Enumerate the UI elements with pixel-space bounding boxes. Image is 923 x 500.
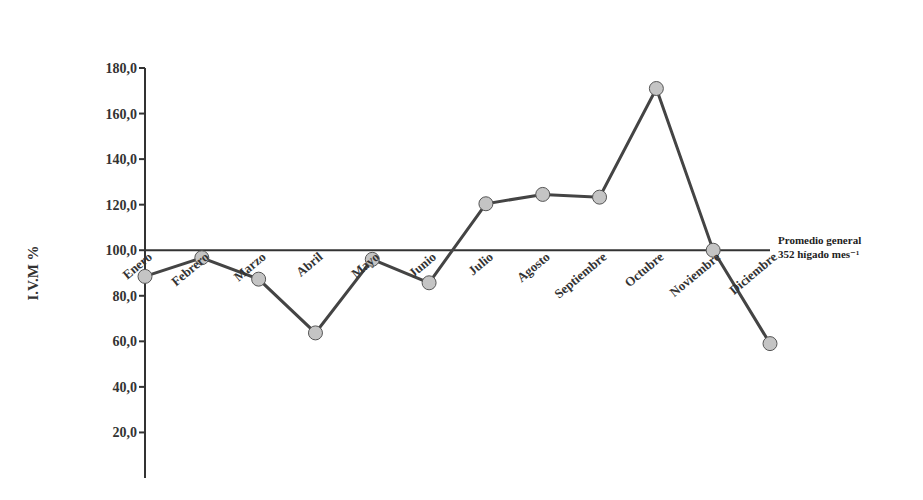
svg-text:160,0: 160,0 <box>106 107 138 122</box>
svg-text:Julio: Julio <box>465 249 496 278</box>
svg-text:Promedio general: Promedio general <box>778 234 861 246</box>
svg-text:Octubre: Octubre <box>621 249 666 290</box>
svg-text:80,0: 80,0 <box>113 289 138 304</box>
svg-text:Septiembre: Septiembre <box>551 249 609 301</box>
svg-text:Febrero: Febrero <box>168 249 212 289</box>
svg-text:Junio: Junio <box>406 249 439 280</box>
svg-text:Noviembre: Noviembre <box>667 249 724 300</box>
svg-text:352 hígado mes⁻¹: 352 hígado mes⁻¹ <box>778 248 859 260</box>
svg-text:Enero: Enero <box>119 249 155 283</box>
svg-text:Marzo: Marzo <box>231 249 269 284</box>
svg-text:120,0: 120,0 <box>106 198 138 213</box>
svg-text:60,0: 60,0 <box>113 334 138 349</box>
svg-text:20,0: 20,0 <box>113 425 138 440</box>
svg-text:Agosto: Agosto <box>514 249 553 285</box>
svg-text:100,0: 100,0 <box>106 243 138 258</box>
svg-text:180,0: 180,0 <box>106 61 138 76</box>
svg-text:Mayo: Mayo <box>348 249 382 281</box>
svg-text:Abril: Abril <box>293 249 326 280</box>
svg-text:40,0: 40,0 <box>113 380 138 395</box>
svg-text:140,0: 140,0 <box>106 152 138 167</box>
svg-text:Diciembre: Diciembre <box>726 249 780 298</box>
svg-text:I.V.M %: I.V.M % <box>25 245 41 300</box>
